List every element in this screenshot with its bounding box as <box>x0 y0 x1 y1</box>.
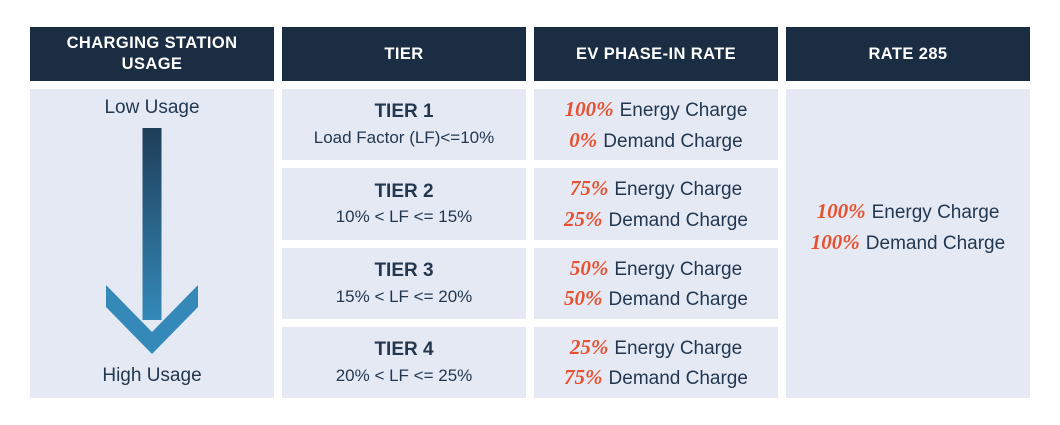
header-label: EV PHASE-IN RATE <box>575 44 737 63</box>
tier-1-cell: TIER 1 Load Factor (LF)<=10% <box>282 89 526 161</box>
energy-charge-line: 100% Energy Charge <box>817 196 1000 227</box>
low-usage-label: Low Usage <box>104 97 200 118</box>
rate-285-cell: 100% Energy Charge 100% Demand Charge <box>786 89 1030 398</box>
demand-charge-line: 25% Demand Charge <box>564 204 748 235</box>
energy-charge-line: 50% Energy Charge <box>570 253 742 284</box>
energy-percent: 100% <box>816 198 866 223</box>
down-arrow-icon <box>106 127 198 354</box>
demand-percent: 25% <box>564 206 603 231</box>
header-charging-station-usage: CHARGING STATION USAGE <box>30 27 274 81</box>
header-tier: TIER <box>282 27 526 81</box>
phase-rate-tier-4-cell: 25% Energy Charge 75% Demand Charge <box>534 326 778 398</box>
demand-charge-label: Demand Charge <box>608 368 748 390</box>
demand-charge-label: Demand Charge <box>865 232 1006 254</box>
energy-charge-label: Energy Charge <box>871 201 1000 223</box>
energy-percent: 75% <box>569 176 609 201</box>
tier-name: TIER 1 <box>374 101 434 123</box>
phase-rate-tier-3-cell: 50% Energy Charge 50% Demand Charge <box>534 247 778 319</box>
demand-charge-line: 50% Demand Charge <box>564 283 748 314</box>
tier-condition: 20% < LF <= 25% <box>335 365 473 385</box>
high-usage-label: High Usage <box>102 365 202 387</box>
demand-charge-label: Demand Charge <box>608 289 748 311</box>
header-ev-phase-in-rate: EV PHASE-IN RATE <box>534 27 778 81</box>
energy-charge-line: 100% Energy Charge <box>565 94 748 125</box>
demand-percent: 0% <box>569 127 598 152</box>
tier-condition: Load Factor (LF)<=10% <box>313 128 495 148</box>
energy-charge-label: Energy Charge <box>614 258 743 280</box>
energy-charge-label: Energy Charge <box>619 100 748 122</box>
energy-percent: 50% <box>569 255 609 280</box>
phase-rate-tier-1-cell: 100% Energy Charge 0% Demand Charge <box>534 89 778 161</box>
energy-charge-label: Energy Charge <box>614 337 743 359</box>
demand-charge-label: Demand Charge <box>603 130 743 152</box>
tier-3-cell: TIER 3 15% < LF <= 20% <box>282 247 526 319</box>
tier-condition: 10% < LF <= 15% <box>335 207 473 227</box>
tier-2-cell: TIER 2 10% < LF <= 15% <box>282 168 526 240</box>
demand-charge-label: Demand Charge <box>608 209 748 231</box>
demand-charge-line: 75% Demand Charge <box>564 362 748 393</box>
usage-column: Low Usage High Usage <box>30 89 274 398</box>
demand-percent: 75% <box>564 365 603 390</box>
header-label: TIER <box>384 44 424 63</box>
demand-percent: 100% <box>810 229 860 254</box>
phase-rate-tier-2-cell: 75% Energy Charge 25% Demand Charge <box>534 168 778 240</box>
tier-name: TIER 4 <box>374 339 434 361</box>
tier-name: TIER 2 <box>374 180 434 202</box>
tier-name: TIER 3 <box>374 259 434 281</box>
energy-percent: 25% <box>569 334 609 359</box>
header-label: RATE 285 <box>868 44 948 63</box>
demand-charge-line: 100% Demand Charge <box>811 227 1005 258</box>
demand-percent: 50% <box>564 286 603 311</box>
tier-condition: 15% < LF <= 20% <box>335 286 473 306</box>
header-label: CHARGING STATION USAGE <box>66 34 238 73</box>
tier-4-cell: TIER 4 20% < LF <= 25% <box>282 326 526 398</box>
energy-percent: 100% <box>564 97 614 122</box>
header-rate-285: RATE 285 <box>786 27 1030 81</box>
energy-charge-line: 75% Energy Charge <box>570 173 742 204</box>
energy-charge-label: Energy Charge <box>614 179 743 201</box>
demand-charge-line: 0% Demand Charge <box>569 125 742 156</box>
energy-charge-line: 25% Energy Charge <box>570 332 742 363</box>
